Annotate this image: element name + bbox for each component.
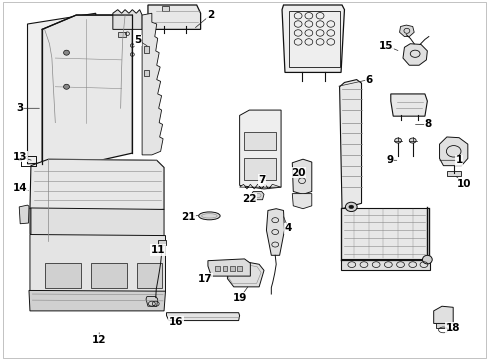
Polygon shape [282, 5, 344, 72]
Polygon shape [207, 259, 250, 276]
Ellipse shape [348, 205, 353, 209]
Bar [215, 266, 220, 271]
Text: 12: 12 [92, 334, 106, 345]
Polygon shape [239, 184, 281, 189]
Polygon shape [251, 192, 264, 200]
Ellipse shape [345, 202, 356, 212]
Polygon shape [292, 194, 311, 209]
Bar [143, 69, 149, 76]
Bar [237, 266, 242, 271]
Ellipse shape [63, 50, 69, 55]
Polygon shape [399, 25, 413, 37]
Ellipse shape [63, 84, 69, 89]
Text: 16: 16 [169, 317, 183, 327]
Text: 2: 2 [206, 10, 214, 20]
Ellipse shape [394, 138, 401, 143]
Text: 19: 19 [232, 293, 247, 303]
Polygon shape [148, 5, 200, 30]
Bar [143, 46, 149, 53]
Polygon shape [30, 159, 163, 215]
Text: 9: 9 [386, 155, 392, 165]
Bar [118, 32, 126, 37]
Bar [161, 6, 168, 11]
Polygon shape [137, 263, 161, 288]
Text: 4: 4 [284, 224, 291, 233]
Ellipse shape [198, 212, 220, 220]
Polygon shape [227, 262, 264, 287]
Text: 14: 14 [13, 183, 27, 193]
Text: 20: 20 [291, 168, 305, 178]
Text: 13: 13 [13, 152, 27, 162]
Polygon shape [113, 10, 142, 30]
Polygon shape [339, 80, 361, 209]
Polygon shape [42, 15, 132, 166]
Polygon shape [19, 205, 29, 224]
Text: 21: 21 [181, 212, 195, 221]
Text: 5: 5 [134, 35, 142, 45]
Polygon shape [390, 94, 427, 116]
Polygon shape [266, 209, 284, 255]
Polygon shape [340, 259, 429, 270]
Polygon shape [166, 313, 239, 320]
Polygon shape [146, 297, 158, 306]
Text: 3: 3 [17, 103, 24, 113]
Polygon shape [239, 110, 281, 189]
Polygon shape [435, 323, 449, 328]
Polygon shape [30, 208, 48, 241]
Text: 18: 18 [445, 323, 460, 333]
Text: 1: 1 [454, 155, 462, 165]
Text: 11: 11 [151, 245, 165, 255]
Bar [229, 266, 234, 271]
Polygon shape [244, 132, 276, 149]
Polygon shape [27, 13, 96, 164]
Ellipse shape [408, 138, 415, 143]
Text: 7: 7 [258, 175, 265, 185]
Polygon shape [244, 158, 276, 180]
Text: 10: 10 [456, 179, 470, 189]
Polygon shape [439, 137, 467, 166]
Polygon shape [30, 234, 165, 292]
Polygon shape [340, 208, 428, 260]
Polygon shape [142, 13, 163, 155]
Polygon shape [446, 171, 460, 176]
Text: 8: 8 [424, 120, 430, 129]
Polygon shape [31, 208, 163, 242]
Polygon shape [402, 44, 427, 65]
Polygon shape [44, 263, 81, 288]
Polygon shape [292, 159, 311, 194]
Text: 6: 6 [365, 75, 372, 85]
Bar [158, 239, 166, 244]
Bar [222, 266, 227, 271]
Polygon shape [433, 306, 452, 323]
Polygon shape [29, 291, 165, 311]
Text: 22: 22 [242, 194, 256, 204]
Polygon shape [91, 263, 127, 288]
Ellipse shape [422, 255, 431, 264]
Text: 15: 15 [378, 41, 392, 50]
Text: 17: 17 [198, 274, 212, 284]
